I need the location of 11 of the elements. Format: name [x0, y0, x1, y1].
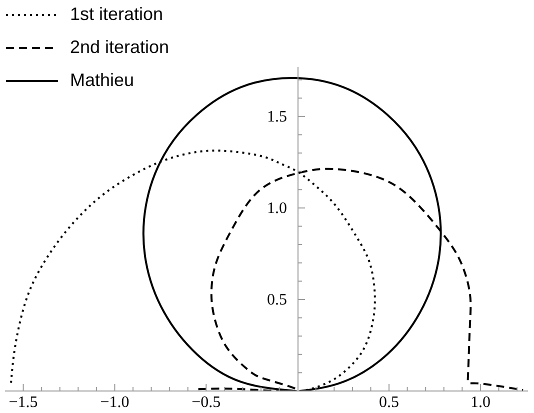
- legend-label: Mathieu: [70, 70, 134, 91]
- x-tick-label: −1.5: [8, 394, 38, 411]
- y-tick-label: 1.0: [266, 200, 287, 217]
- legend-label: 2nd iteration: [70, 37, 170, 58]
- x-tick-label: 0.5: [379, 394, 400, 411]
- x-tick-label: −1.0: [100, 394, 130, 411]
- y-tick-label: 0.5: [266, 291, 287, 308]
- x-tick-label: 1.0: [470, 394, 490, 411]
- y-tick-label: 1.5: [266, 108, 287, 126]
- legend-label: 1st iteration: [70, 4, 164, 25]
- x-tick-label: −0.5: [192, 394, 221, 411]
